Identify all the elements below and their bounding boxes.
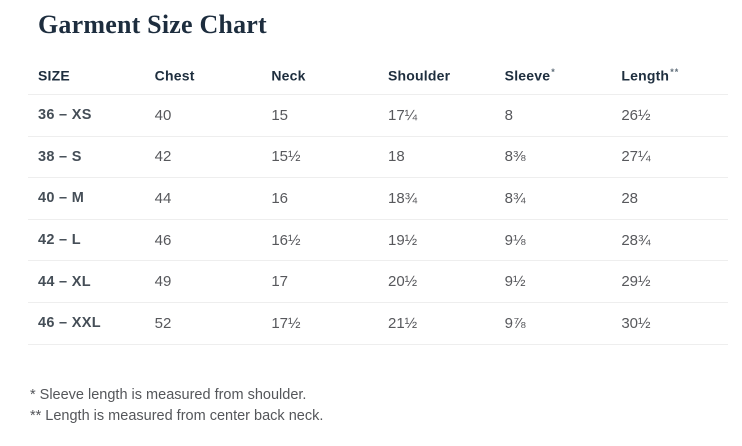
length-value: 27¼ xyxy=(621,148,651,166)
shoulder-value: 20½ xyxy=(387,273,418,291)
footnote-text: Sleeve length is measured from shoulder. xyxy=(39,386,307,403)
column-header-label: Shoulder xyxy=(387,67,451,84)
size-label: 44 – XL xyxy=(38,273,91,290)
table-row: 46 – XXL 52 17½ 21½ 9⅞ 30½ xyxy=(28,303,728,345)
table-row: 38 – S 42 15½ 18 8⅜ 27¼ xyxy=(28,137,728,179)
column-header-shoulder: Shoulder xyxy=(378,67,495,84)
shoulder-value: 18 xyxy=(387,148,405,166)
footnote-length: ** Length is measured from center back ne… xyxy=(30,406,742,427)
sleeve-value: 9⅞ xyxy=(504,314,526,332)
size-label: 42 – L xyxy=(38,232,81,249)
garment-size-chart-page: Garment Size Chart SIZE Chest Neck Shoul… xyxy=(0,10,742,427)
footnotes: * Sleeve length is measured from shoulder… xyxy=(30,385,742,427)
column-header-neck: Neck xyxy=(261,67,378,84)
footnote-marker: ** xyxy=(30,407,42,424)
shoulder-value: 17¼ xyxy=(387,106,418,124)
footnote-text: Length is measured from center back neck… xyxy=(45,407,324,424)
table-row: 40 – M 44 16 18¾ 8¾ 28 xyxy=(28,178,728,220)
column-header-sleeve: Sleeve* xyxy=(495,67,612,84)
column-header-note: ** xyxy=(670,66,680,77)
table-row: 36 – XS 40 15 17¼ 8 26½ xyxy=(28,95,728,137)
sleeve-value: 9½ xyxy=(504,273,526,291)
shoulder-value: 19½ xyxy=(387,231,418,249)
length-value: 30½ xyxy=(621,314,651,332)
size-chart-table: SIZE Chest Neck Shoulder Sleeve* Length*… xyxy=(28,56,728,345)
neck-value: 15 xyxy=(271,106,289,124)
chest-value: 40 xyxy=(154,106,172,124)
chest-value: 44 xyxy=(154,189,172,207)
sleeve-value: 8 xyxy=(504,106,513,124)
size-label: 38 – S xyxy=(38,148,82,165)
column-header-length: Length** xyxy=(611,67,728,84)
chest-value: 42 xyxy=(154,148,172,166)
neck-value: 15½ xyxy=(271,148,301,166)
column-header-label: Length xyxy=(621,67,670,84)
chest-value: 52 xyxy=(154,314,172,332)
size-label: 40 – M xyxy=(38,190,85,207)
column-header-chest: Chest xyxy=(145,67,262,84)
shoulder-value: 21½ xyxy=(387,314,418,332)
table-row: 44 – XL 49 17 20½ 9½ 29½ xyxy=(28,261,728,303)
footnote-marker: * xyxy=(30,386,36,403)
neck-value: 16½ xyxy=(271,231,301,249)
column-header-note: * xyxy=(551,66,556,77)
chest-value: 49 xyxy=(154,273,172,291)
length-value: 28 xyxy=(621,189,639,207)
column-header-label: Chest xyxy=(154,67,195,84)
length-value: 28¾ xyxy=(621,231,651,249)
sleeve-value: 9⅛ xyxy=(504,231,526,249)
length-value: 26½ xyxy=(621,106,651,124)
table-row: 42 – L 46 16½ 19½ 9⅛ 28¾ xyxy=(28,220,728,262)
chest-value: 46 xyxy=(154,231,172,249)
size-label: 36 – XS xyxy=(38,107,92,124)
length-value: 29½ xyxy=(621,273,651,291)
column-header-label: Sleeve xyxy=(504,67,551,84)
neck-value: 17 xyxy=(271,273,289,291)
neck-value: 16 xyxy=(271,189,289,207)
column-header-label: Neck xyxy=(271,67,306,84)
sleeve-value: 8¾ xyxy=(504,189,526,207)
sleeve-value: 8⅜ xyxy=(504,148,526,166)
neck-value: 17½ xyxy=(271,314,301,332)
table-header-row: SIZE Chest Neck Shoulder Sleeve* Length*… xyxy=(28,56,728,95)
shoulder-value: 18¾ xyxy=(387,189,418,207)
column-header-label: SIZE xyxy=(38,67,70,84)
size-label: 46 – XXL xyxy=(38,315,101,332)
column-header-size: SIZE xyxy=(28,67,145,84)
footnote-sleeve: * Sleeve length is measured from shoulder… xyxy=(30,385,742,406)
page-title: Garment Size Chart xyxy=(38,10,267,39)
